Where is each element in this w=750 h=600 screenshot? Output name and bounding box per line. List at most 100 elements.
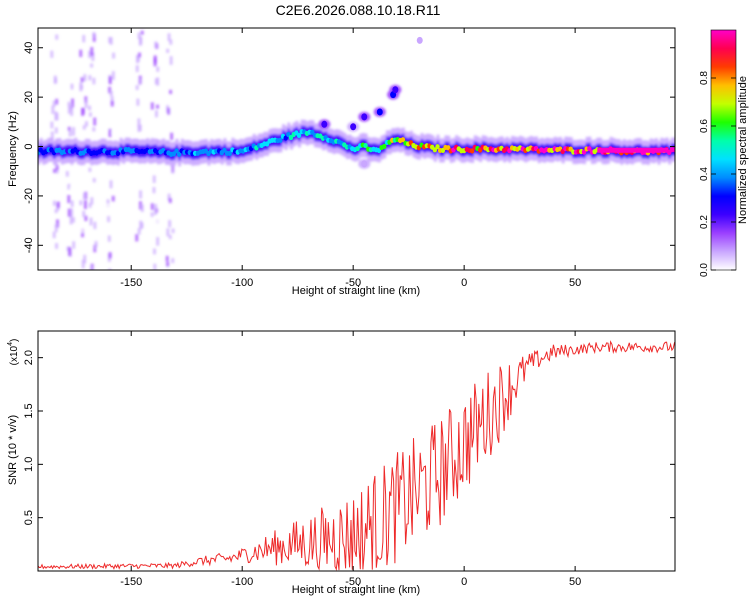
noise-streak	[55, 164, 59, 171]
noise-streak	[54, 161, 58, 167]
noise-streak	[84, 99, 88, 108]
spectrogram-blob	[392, 86, 399, 94]
x-tick-label: 50	[569, 277, 581, 289]
colorbar: 0.0 0.2 0.4 0.6 0.8 Normalized spectral ampl…	[699, 29, 749, 277]
noise-streak	[93, 117, 97, 126]
noise-streak	[54, 127, 58, 134]
ridge-cell	[227, 150, 232, 157]
noise-streak	[140, 30, 144, 35]
noise-streak	[153, 263, 157, 270]
colorbar-tick-label: 0.2	[699, 215, 710, 229]
noise-streak	[65, 171, 69, 177]
noise-streak	[91, 52, 95, 61]
noise-streak	[92, 32, 96, 37]
x-tick-label: 50	[569, 576, 581, 588]
noise-streak	[154, 204, 158, 211]
noise-streak	[107, 216, 111, 223]
noise-streak	[67, 101, 71, 107]
noise-streak	[71, 98, 75, 108]
noise-streak	[72, 241, 76, 249]
colorbar-tick-label: 0.8	[699, 71, 710, 85]
colorbar-tick-label: 0.4	[699, 167, 710, 181]
noise-streak	[166, 48, 170, 53]
noise-streak	[71, 127, 75, 136]
noise-streak	[82, 125, 86, 130]
snr-y-ticks: 0.5 1.0 1.5 2.0	[23, 350, 675, 525]
noise-streak	[90, 265, 94, 270]
x-tick-label: 0	[461, 576, 467, 588]
noise-streak	[167, 107, 171, 115]
noise-streak	[171, 258, 175, 264]
noise-streak	[90, 197, 94, 205]
ridge-cell	[435, 144, 440, 150]
colorbar-ticks: 0.0 0.2 0.4 0.6 0.8	[699, 71, 736, 277]
noise-streak	[108, 252, 112, 259]
noise-streak	[166, 267, 170, 270]
spectrogram-data	[38, 30, 675, 270]
noise-streak	[167, 33, 171, 42]
noise-streak	[153, 248, 157, 255]
noise-streak	[165, 255, 169, 262]
noise-streak	[169, 105, 173, 114]
noise-streak	[92, 33, 96, 42]
ridge-peak	[597, 147, 669, 153]
noise-streak	[80, 224, 84, 233]
spectrogram-blob	[350, 123, 357, 131]
noise-streak	[111, 129, 115, 135]
noise-streak	[88, 50, 92, 59]
noise-streak	[70, 208, 74, 216]
noise-streak	[80, 77, 84, 83]
noise-streak	[54, 223, 58, 233]
x-tick-label: -100	[231, 277, 253, 289]
spectrogram-blob	[376, 108, 383, 116]
snr-x-ticks: -150 -100 -50 0 50	[120, 331, 581, 588]
noise-streak	[156, 66, 160, 72]
y-tick-label: 1.5	[23, 403, 35, 418]
noise-streak	[168, 234, 172, 240]
spectrogram-panel: -150 -100 -50 0 50 -40 -20 0 20 40 Height of str…	[7, 27, 676, 297]
colorbar-label: Normalized spectral amplitude	[737, 76, 749, 224]
noise-streak	[79, 49, 83, 57]
noise-streak	[66, 246, 70, 252]
noise-streak	[135, 85, 139, 90]
noise-streak	[139, 190, 143, 199]
noise-streak	[88, 202, 92, 208]
spectrogram-blob	[361, 160, 368, 168]
noise-streak	[82, 34, 86, 43]
noise-streak	[170, 132, 174, 140]
noise-streak	[106, 203, 110, 212]
colorbar-gradient	[710, 29, 737, 271]
noise-streak	[139, 36, 143, 45]
noise-streak	[167, 193, 171, 201]
noise-streak	[136, 56, 140, 62]
noise-streak	[110, 96, 114, 104]
noise-streak	[67, 106, 71, 114]
noise-streak	[88, 112, 92, 117]
noise-streak	[138, 78, 142, 86]
noise-streak	[53, 168, 57, 173]
noise-streak	[137, 118, 141, 127]
noise-streak	[70, 83, 74, 90]
noise-streak	[84, 121, 88, 127]
noise-streak	[152, 187, 156, 194]
noise-streak	[82, 192, 86, 200]
noise-streak	[51, 105, 55, 114]
x-tick-label: -100	[231, 576, 253, 588]
noise-streak	[56, 219, 60, 228]
ridge-cell	[400, 137, 406, 143]
x-tick-label: -150	[120, 576, 142, 588]
noise-streak	[150, 212, 154, 217]
noise-streak	[92, 127, 96, 132]
noise-streak	[156, 237, 160, 246]
noise-streak	[79, 200, 83, 206]
noise-streak	[171, 228, 175, 234]
y-tick-label: -40	[23, 237, 35, 253]
spectrogram-y-label: Frequency (Hz)	[7, 111, 19, 187]
y-tick-label: 1.0	[23, 457, 35, 472]
ridge-cell	[278, 137, 283, 143]
snr-y-label: SNR (10 * v/v)	[7, 415, 19, 485]
snr-x-label: Height of straight line (km)	[292, 584, 420, 596]
snr-y-scale: (x104)	[7, 339, 20, 366]
noise-streak	[90, 47, 94, 56]
